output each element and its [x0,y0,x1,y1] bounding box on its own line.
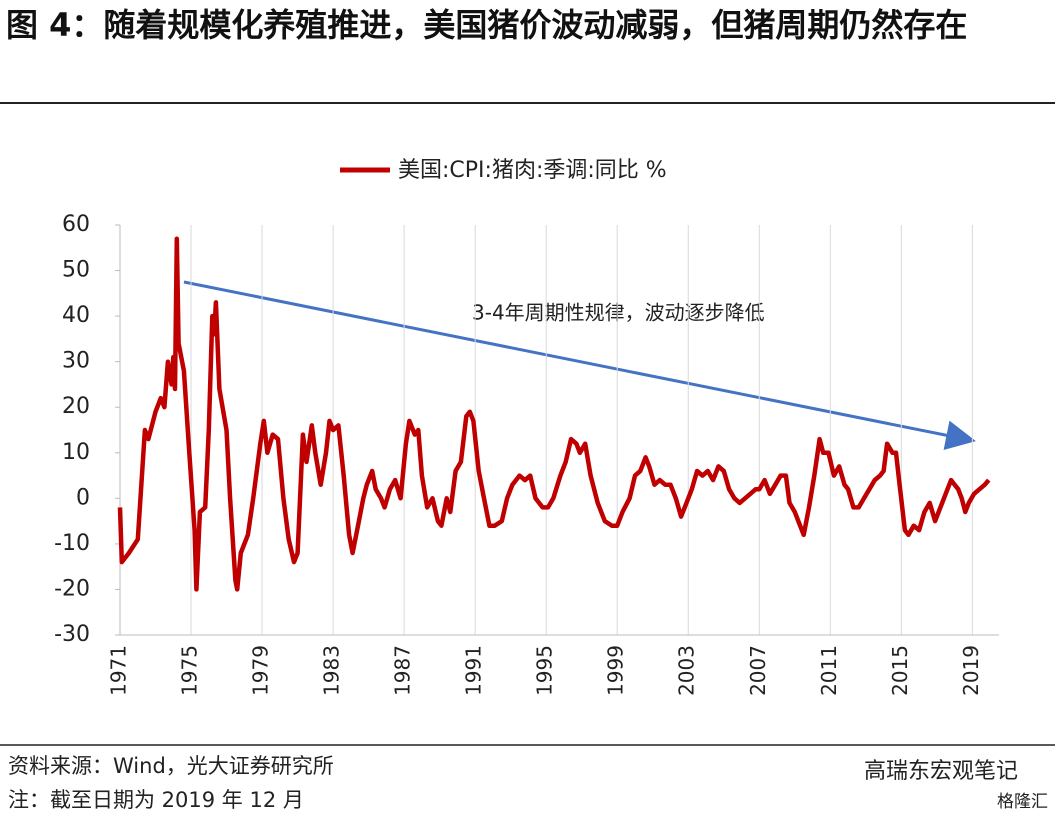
watermark-brand: 格隆汇 [997,792,1048,812]
x-tick-label: 2019 [959,645,983,696]
y-tick-label: -30 [54,622,90,647]
y-tick-label: 50 [62,258,90,283]
chart-title: 图 4：随着规模化养殖推进，美国猪价波动减弱，但猪周期仍然存在 [6,6,968,44]
x-tick-label: 1983 [320,645,344,696]
x-tick-label: 2007 [746,645,770,696]
x-tick-label: 1995 [533,645,557,696]
annotation: 3-4年周期性规律，波动逐步降低 [472,301,765,325]
source: 资料来源：Wind，光大证券研究所 [8,754,334,778]
x-tick-label: 1975 [178,645,202,696]
series-line [117,236,991,592]
x-tick-label: 1979 [249,645,273,696]
y-tick-label: 10 [62,440,90,465]
trend-arrow [183,280,976,450]
title-box: 图 4：随着规模化养殖推进，美国猪价波动减弱，但猪周期仍然存在 [6,6,968,44]
x-tick-label: 2011 [817,645,841,696]
watermark-account: 高瑞东宏观笔记 [864,759,1018,784]
x-tick-label: 1987 [391,645,415,696]
x-tick-label: 1971 [107,645,131,696]
y-tick-label: 0 [76,485,90,510]
y-tick-label: 40 [62,303,90,328]
y-tick-label: -20 [54,576,90,601]
y-tick-label: 60 [62,212,90,237]
x-tick-label: 1991 [462,645,486,696]
y-tick-label: 30 [62,349,90,374]
x-tick-label: 1999 [604,645,628,696]
x-tick-label: 2003 [675,645,699,696]
note: 注：截至日期为 2019 年 12 月 [8,788,304,812]
legend-label: 美国:CPI:猪肉:季调:同比 % [398,158,667,183]
y-tick-label: -10 [54,531,90,556]
x-tick-label: 2015 [888,645,912,696]
y-tick-label: 20 [62,394,90,419]
